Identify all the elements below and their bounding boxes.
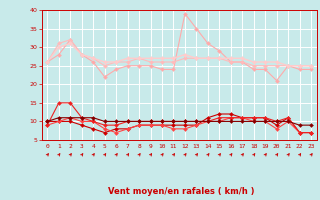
Text: Vent moyen/en rafales ( km/h ): Vent moyen/en rafales ( km/h ) [108, 187, 254, 196]
